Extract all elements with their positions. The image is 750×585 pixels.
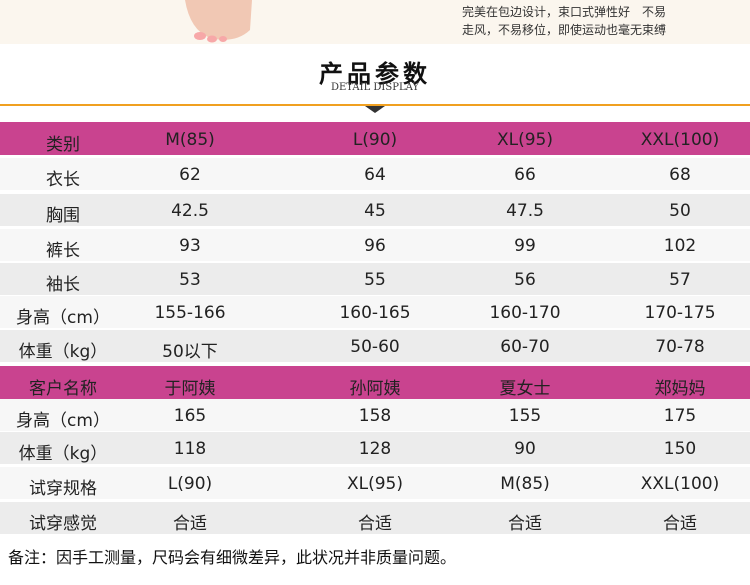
table-cell: 102 xyxy=(663,236,697,256)
table-cell: XL(95) xyxy=(346,474,403,494)
table-cell: 孙阿姨 xyxy=(349,378,401,399)
table-cell: 身高（cm） xyxy=(16,308,110,328)
section-title: 产品参数 xyxy=(319,60,431,88)
table-cell: 50以下 xyxy=(162,342,218,362)
table-cell: 155-166 xyxy=(154,303,226,323)
table-row xyxy=(0,229,750,261)
table-cell: 53 xyxy=(179,270,201,290)
table-row xyxy=(0,330,750,362)
table-cell: 客户名称 xyxy=(29,378,97,399)
table-row xyxy=(0,432,750,464)
table-cell: 裤长 xyxy=(46,241,80,261)
table-cell: 170-175 xyxy=(644,303,716,323)
foot-image xyxy=(185,0,252,43)
table-cell: 165 xyxy=(173,406,207,426)
table-cell: 合适 xyxy=(663,514,697,534)
table-cell: 64 xyxy=(364,165,386,185)
table-cell: L(90) xyxy=(352,129,398,150)
divider-marker xyxy=(365,106,385,113)
table-cell: 衣长 xyxy=(46,170,80,190)
intro-line: 完美在包边设计，束口式弹性好 不易 xyxy=(462,5,667,19)
table-cell: 55 xyxy=(364,270,386,290)
table-cell: 175 xyxy=(663,406,697,426)
table-row xyxy=(0,158,750,190)
table-row xyxy=(0,263,750,295)
table-cell: 体重（kg） xyxy=(18,444,108,464)
table-cell: 合适 xyxy=(508,514,542,534)
table-cell: 93 xyxy=(179,236,201,256)
table-row xyxy=(0,502,750,534)
table-row xyxy=(0,366,750,399)
table-cell: M(85) xyxy=(165,129,215,150)
table-cell: 158 xyxy=(358,406,392,426)
table-cell: 128 xyxy=(358,439,392,459)
table-cell: 试穿感觉 xyxy=(29,514,97,534)
table-row xyxy=(0,194,750,226)
table-cell: 57 xyxy=(669,270,691,290)
table-cell: 类别 xyxy=(46,134,80,155)
table-row xyxy=(0,296,750,328)
section-subtitle: DETAIL DISPLAY xyxy=(330,82,420,93)
table-cell: 47.5 xyxy=(506,201,544,221)
table-cell: XXL(100) xyxy=(640,474,720,494)
table-cell: 68 xyxy=(669,165,691,185)
table-cell: 62 xyxy=(179,165,201,185)
table-row xyxy=(0,399,750,431)
table-cell: 96 xyxy=(364,236,386,256)
table-cell: 郑妈妈 xyxy=(654,378,706,399)
intro-line: 走风，不易移位，即使运动也毫无束缚 xyxy=(462,23,667,37)
top-banner xyxy=(0,0,750,44)
table-cell: 160-170 xyxy=(489,303,561,323)
table-cell: 160-165 xyxy=(339,303,411,323)
note: 备注：因手工测量，尺码会有细微差异，此状况并非质量问题。 xyxy=(8,548,457,567)
table-row xyxy=(0,467,750,499)
divider xyxy=(0,104,750,106)
table-cell: 56 xyxy=(514,270,536,290)
table-cell: 于阿姨 xyxy=(164,378,216,399)
table-cell: 50-60 xyxy=(350,337,400,357)
table-cell: 体重（kg） xyxy=(18,342,108,362)
table-cell: 60-70 xyxy=(500,337,550,357)
table-cell: 155 xyxy=(508,406,542,426)
table-cell: 118 xyxy=(173,439,207,459)
table-cell: XL(95) xyxy=(496,129,553,150)
table-cell: 99 xyxy=(514,236,536,256)
table-cell: 袖长 xyxy=(46,275,80,295)
table-cell: 夏女士 xyxy=(499,378,551,399)
table-cell: 身高（cm） xyxy=(16,411,110,431)
table-cell: 试穿规格 xyxy=(29,479,97,499)
table-cell: 45 xyxy=(364,201,386,221)
table-cell: 50 xyxy=(669,201,691,221)
table-cell: 66 xyxy=(514,165,536,185)
table-cell: 合适 xyxy=(173,514,207,534)
table-cell: 70-78 xyxy=(655,337,705,357)
table-row xyxy=(0,122,750,155)
table-cell: 150 xyxy=(663,439,697,459)
table-cell: 42.5 xyxy=(171,201,209,221)
table-cell: L(90) xyxy=(167,474,213,494)
table-cell: 胸围 xyxy=(46,206,80,226)
table-cell: XXL(100) xyxy=(640,129,720,150)
table-cell: 合适 xyxy=(358,514,392,534)
table-cell: M(85) xyxy=(500,474,550,494)
table-cell: 90 xyxy=(514,439,536,459)
